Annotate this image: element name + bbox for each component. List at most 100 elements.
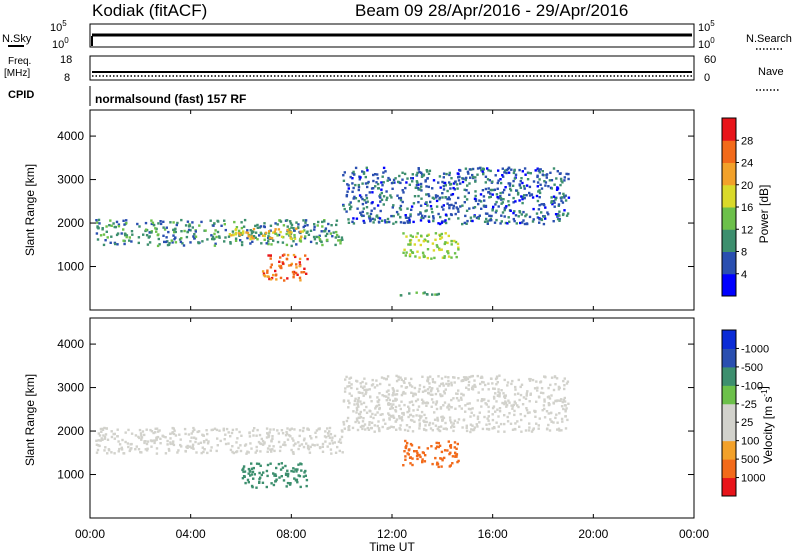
data-cell: [268, 277, 271, 281]
data-cell: [413, 386, 417, 390]
data-cell: [426, 177, 429, 180]
data-cell: [477, 202, 480, 206]
data-cell: [443, 401, 447, 404]
data-cell: [528, 422, 531, 425]
data-cell: [429, 390, 433, 393]
data-cell: [552, 421, 555, 424]
data-cell: [225, 427, 229, 431]
data-cell: [272, 239, 275, 242]
data-cell: [319, 446, 322, 450]
data-cell: [173, 429, 176, 432]
data-cell: [547, 412, 550, 415]
data-cell: [423, 238, 426, 241]
data-cell: [241, 468, 244, 472]
data-cell: [457, 418, 461, 421]
data-cell: [173, 231, 176, 234]
data-cell: [508, 401, 511, 404]
data-cell: [552, 401, 555, 404]
data-cell: [113, 452, 116, 455]
data-cell: [455, 392, 458, 395]
data-cell: [518, 184, 522, 187]
data-cell: [269, 236, 272, 240]
data-cell: [444, 219, 447, 222]
data-cell: [444, 421, 447, 425]
data-cell: [532, 218, 535, 221]
data-cell: [306, 224, 309, 227]
data-cell: [503, 171, 506, 174]
data-cell: [505, 171, 508, 175]
data-cell: [288, 230, 292, 234]
data-cell: [191, 221, 194, 224]
data-cell: [408, 254, 412, 258]
data-cell: [243, 444, 247, 447]
data-cell: [344, 387, 347, 390]
data-cell: [448, 465, 451, 468]
data-cell: [511, 428, 515, 431]
data-cell: [493, 387, 496, 390]
data-cell: [449, 419, 452, 422]
data-cell: [329, 448, 333, 451]
data-cell: [233, 220, 236, 224]
data-cell: [104, 446, 107, 449]
data-cell: [359, 410, 362, 414]
data-cell: [211, 235, 215, 238]
data-cell: [523, 222, 527, 226]
data-cell: [253, 427, 256, 430]
data-cell: [424, 417, 428, 420]
data-cell: [519, 180, 522, 183]
data-cell: [430, 257, 433, 260]
data-cell: [130, 240, 133, 243]
data-cell: [334, 243, 337, 247]
colorbar-segment: [722, 207, 736, 230]
y-tick-label: 4000: [57, 337, 84, 351]
data-cell: [429, 427, 433, 430]
data-cell: [228, 233, 232, 236]
data-cell: [487, 388, 490, 391]
data-cell: [300, 443, 304, 446]
data-cell: [290, 223, 294, 227]
data-cell: [317, 236, 321, 239]
data-cell: [440, 382, 443, 386]
data-cell: [401, 200, 404, 204]
data-cell: [489, 188, 492, 192]
data-cell: [140, 438, 143, 441]
data-cell: [229, 435, 232, 438]
data-cell: [449, 451, 452, 454]
data-cell: [528, 194, 532, 197]
data-cell: [298, 474, 302, 478]
data-cell: [143, 440, 146, 443]
data-cell: [419, 455, 422, 459]
data-cell: [283, 253, 286, 256]
data-cell: [454, 407, 457, 410]
data-cell: [116, 435, 119, 438]
data-cell: [531, 196, 535, 199]
data-cell: [405, 251, 408, 254]
data-cell: [507, 216, 510, 219]
data-cell: [292, 227, 295, 230]
data-cell: [283, 441, 286, 444]
data-cell: [495, 218, 498, 222]
y-tick-label: 2000: [57, 424, 84, 438]
data-cell: [316, 224, 319, 227]
data-cell: [558, 217, 561, 221]
data-cell: [454, 180, 457, 184]
data-cell: [387, 403, 390, 406]
data-cell: [464, 178, 467, 182]
data-cell: [533, 410, 537, 414]
data-cell: [447, 376, 450, 379]
data-cell: [400, 400, 403, 403]
data-cell: [398, 415, 401, 418]
data-cell: [465, 424, 468, 427]
data-cell: [95, 439, 98, 442]
data-cell: [531, 378, 535, 382]
data-cell: [538, 191, 542, 195]
data-cell: [385, 390, 389, 393]
data-cell: [265, 436, 269, 439]
data-cell: [439, 222, 442, 226]
data-cell: [521, 181, 524, 185]
data-cell: [388, 426, 391, 429]
data-cell: [95, 451, 99, 454]
data-cell: [137, 241, 140, 245]
data-cell: [558, 429, 561, 432]
